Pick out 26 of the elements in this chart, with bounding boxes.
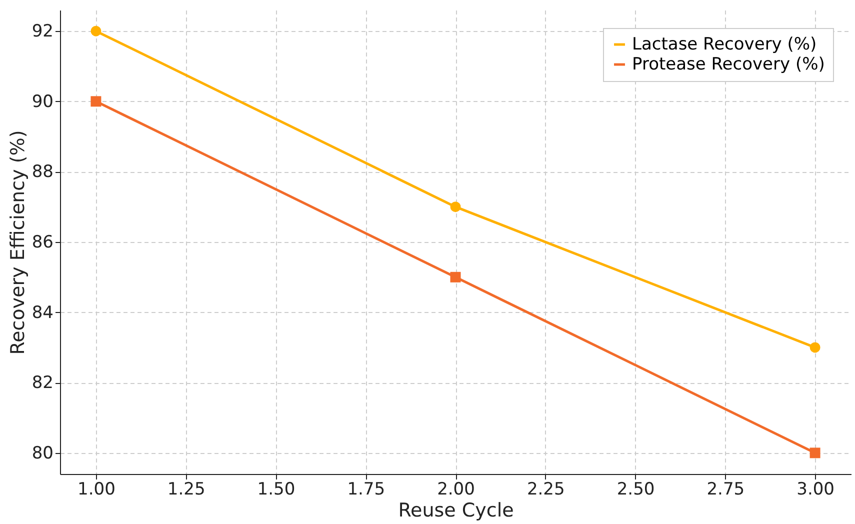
y-axis-title: Recovery Efficiency (%) [6, 130, 29, 355]
x-tick-label: 2.00 [437, 480, 475, 500]
y-tick-label: 88 [32, 162, 54, 182]
x-tick-label: 2.50 [616, 480, 655, 500]
point [450, 202, 461, 212]
x-tick-label: 1.00 [78, 480, 116, 500]
x-tick-label: 1.50 [257, 480, 296, 500]
legend-label: Protease Recovery (%) [632, 54, 825, 74]
legend-label: Lactase Recovery (%) [632, 34, 817, 54]
y-tick-label: 84 [32, 302, 54, 323]
x-axis-title: Reuse Cycle [398, 500, 514, 522]
y-tick-label: 82 [32, 373, 54, 394]
y-tick-label: 80 [32, 443, 54, 464]
y-tick-label: 86 [32, 232, 54, 252]
point [90, 26, 102, 36]
point [90, 96, 102, 107]
point [450, 272, 461, 282]
y-tick-label: 92 [32, 22, 54, 42]
x-tick-label: 1.25 [167, 480, 206, 500]
x-tick-label: 2.75 [706, 480, 745, 500]
x-tick-label: 2.25 [526, 480, 565, 500]
point [810, 448, 820, 458]
x-tick-label: 3.00 [796, 480, 834, 500]
x-tick-label: 1.75 [347, 480, 386, 500]
point [810, 342, 820, 353]
y-tick-label: 90 [32, 92, 54, 112]
